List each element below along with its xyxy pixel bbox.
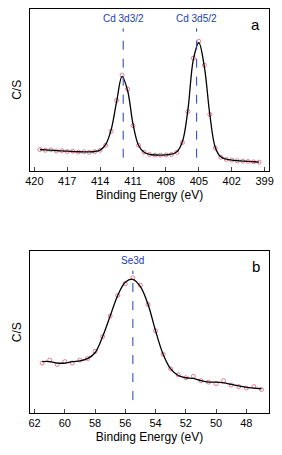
svg-text:56: 56 <box>119 417 131 429</box>
svg-text:414: 414 <box>91 175 109 187</box>
svg-text:Binding Energy (eV): Binding Energy (eV) <box>96 430 203 444</box>
svg-text:62: 62 <box>28 417 40 429</box>
svg-text:48: 48 <box>240 417 252 429</box>
svg-text:408: 408 <box>157 175 175 187</box>
svg-text:50: 50 <box>210 417 222 429</box>
svg-text:58: 58 <box>89 417 101 429</box>
svg-text:Binding Energy (eV): Binding Energy (eV) <box>96 188 203 202</box>
svg-text:399: 399 <box>255 175 273 187</box>
svg-text:C/S: C/S <box>10 80 24 100</box>
svg-text:54: 54 <box>149 417 161 429</box>
svg-text:60: 60 <box>59 417 71 429</box>
svg-text:b: b <box>252 258 260 275</box>
svg-text:417: 417 <box>58 175 76 187</box>
svg-text:C/S: C/S <box>10 322 24 342</box>
svg-text:402: 402 <box>223 175 241 187</box>
svg-text:405: 405 <box>190 175 208 187</box>
svg-text:52: 52 <box>180 417 192 429</box>
svg-text:411: 411 <box>124 175 142 187</box>
svg-text:420: 420 <box>25 175 43 187</box>
svg-text:a: a <box>251 16 260 33</box>
svg-text:Cd 3d3/2: Cd 3d3/2 <box>103 13 144 24</box>
svg-text:Cd 3d5/2: Cd 3d5/2 <box>176 13 217 24</box>
svg-text:Se3d: Se3d <box>121 255 144 266</box>
